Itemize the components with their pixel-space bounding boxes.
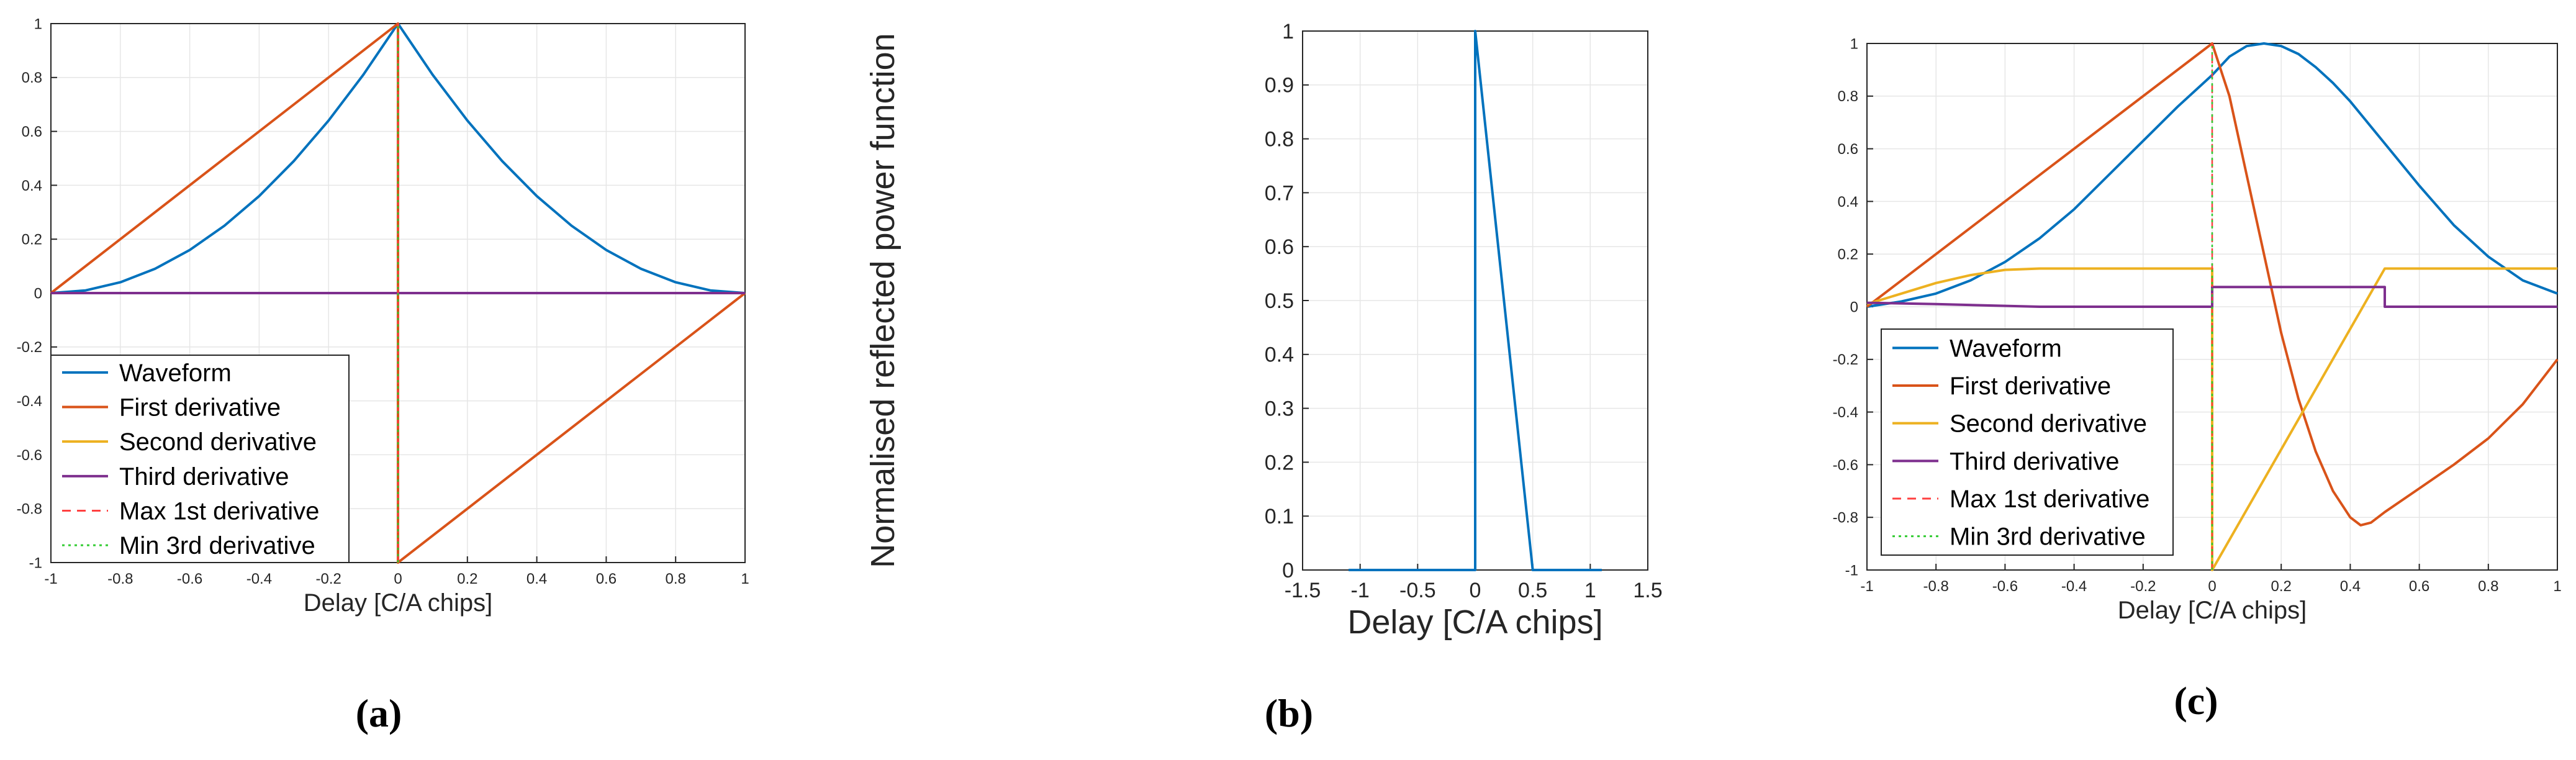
x-tick-label: 0: [394, 571, 402, 587]
x-tick-label: 0: [2208, 578, 2216, 595]
x-tick-label: 1: [741, 571, 749, 587]
panel-caption: (b): [1265, 691, 1313, 735]
y-tick-label: -0.8: [17, 501, 42, 518]
y-tick-label: 0.7: [1265, 181, 1294, 205]
x-tick-label: -1: [1860, 578, 1873, 595]
x-axis-label: Delay [C/A chips]: [1347, 604, 1602, 641]
y-tick-label: 0.1: [1265, 505, 1294, 528]
series-line-first-derivative: [1866, 42, 2559, 527]
x-tick-label: 1: [2553, 578, 2561, 595]
x-tick-label: 0.2: [2271, 578, 2292, 595]
y-tick-label: 0: [34, 285, 42, 302]
x-tick-label: -0.2: [2130, 578, 2156, 595]
legend-entry: Third derivative: [1950, 448, 2119, 475]
y-tick-label: 0.8: [22, 70, 42, 86]
x-tick-label: -0.4: [2061, 578, 2087, 595]
legend-entry: First derivative: [119, 394, 281, 422]
y-tick-label: -0.6: [1833, 457, 1858, 474]
y-tick-label: 0.4: [1265, 343, 1294, 367]
series-line-waveform: [1866, 42, 2558, 308]
y-tick-label: -0.2: [1833, 351, 1858, 368]
x-tick-label: -0.8: [1923, 578, 1949, 595]
y-axis-label: Normalised reflected power function: [864, 33, 902, 568]
x-tick-label: -0.2: [316, 571, 341, 587]
y-tick-label: 0.6: [22, 124, 42, 140]
x-tick-label: -1: [44, 571, 57, 587]
legend-box: [50, 355, 350, 563]
panel-caption: (c): [2174, 679, 2218, 723]
y-tick-label: 0.9: [1265, 74, 1294, 97]
x-tick-label: 0.4: [2340, 578, 2361, 595]
x-tick-label: 0: [1470, 579, 1481, 602]
y-tick-label: -0.8: [1833, 510, 1858, 527]
legend-entry: First derivative: [1950, 373, 2111, 400]
legend-entry: Waveform: [119, 360, 232, 387]
y-tick-label: 0.2: [1265, 451, 1294, 474]
legend-entry: Min 3rd derivative: [119, 532, 315, 559]
legend-entry: Second derivative: [1950, 410, 2147, 438]
x-tick-label: -1: [1351, 579, 1370, 602]
x-tick-label: 0.6: [596, 571, 617, 587]
x-axis-label: Delay [C/A chips]: [304, 589, 493, 617]
y-tick-label: 0.2: [1838, 247, 1858, 263]
y-tick-label: 0.8: [1265, 128, 1294, 152]
x-tick-label: -0.6: [1992, 578, 2018, 595]
x-tick-label: -0.4: [246, 571, 272, 587]
y-tick-label: 0: [1282, 559, 1294, 582]
x-tick-label: 0.6: [2409, 578, 2429, 595]
legend-entry: Second derivative: [119, 428, 317, 456]
y-tick-label: 0: [1850, 299, 1858, 315]
x-tick-label: 0.4: [526, 571, 547, 587]
x-tick-label: -0.6: [177, 571, 202, 587]
y-tick-label: 0.4: [1838, 194, 1858, 210]
y-tick-label: -0.2: [17, 339, 42, 356]
legend-entry: Max 1st derivative: [119, 498, 319, 525]
x-tick-label: -0.8: [107, 571, 133, 587]
y-tick-label: -0.4: [17, 393, 42, 410]
x-tick-label: 0.5: [1518, 579, 1547, 602]
x-tick-label: 1.5: [1633, 579, 1662, 602]
y-tick-label: -0.6: [17, 447, 42, 464]
chart-panel-0: -1 -0.8 -0.6 -0.4 -0.2 0 0.2 0.4 0.6 0.8 1 -1 -0.8 -0…: [17, 16, 749, 735]
y-tick-label: 0.2: [22, 232, 42, 248]
chart-panel-1: -1.5 -1 -0.5 0 0.5 1 1.5 0 0.1 0.2 0.3 0.4 0.5 0.6 0.7…: [864, 20, 1663, 735]
legend-entry: Min 3rd derivative: [1950, 523, 2146, 551]
legend-entry: Max 1st derivative: [1950, 486, 2149, 513]
x-tick-label: -1.5: [1285, 579, 1321, 602]
y-tick-label: -1: [29, 554, 42, 571]
x-tick-label: 0.8: [666, 571, 686, 587]
y-tick-label: 1: [1282, 20, 1294, 43]
panel-caption: (a): [356, 691, 402, 735]
chart-panel-2: -1 -0.8 -0.6 -0.4 -0.2 0 0.2 0.4 0.6 0.8 1 -1 -0.8 -0…: [1833, 35, 2562, 723]
y-tick-label: 0.6: [1838, 141, 1858, 158]
y-tick-label: 0.3: [1265, 397, 1294, 421]
x-axis-label: Delay [C/A chips]: [2118, 597, 2307, 624]
y-tick-label: -1: [1845, 562, 1858, 579]
legend: Waveform First derivative Second derivativ…: [1881, 328, 2174, 556]
y-tick-label: -0.4: [1833, 404, 1858, 421]
legend: Waveform First derivative Second derivativ…: [50, 355, 350, 563]
y-tick-label: 0.4: [22, 178, 42, 194]
legend-entry: Third derivative: [119, 463, 289, 491]
x-tick-label: -0.5: [1399, 579, 1436, 602]
y-tick-label: 1: [1850, 35, 1858, 52]
legend-entry: Waveform: [1950, 335, 2062, 362]
x-tick-label: 0.2: [457, 571, 477, 587]
x-tick-label: 1: [1584, 579, 1596, 602]
y-tick-label: 0.6: [1265, 235, 1294, 259]
y-tick-label: 0.5: [1265, 289, 1294, 313]
x-tick-label: 0.8: [2478, 578, 2498, 595]
series-line-second-derivative: [1866, 267, 2557, 571]
y-tick-label: 1: [34, 16, 42, 32]
series-line-waveform: [1349, 30, 1602, 571]
legend-box: [1881, 328, 2174, 556]
y-tick-label: 0.8: [1838, 88, 1858, 105]
